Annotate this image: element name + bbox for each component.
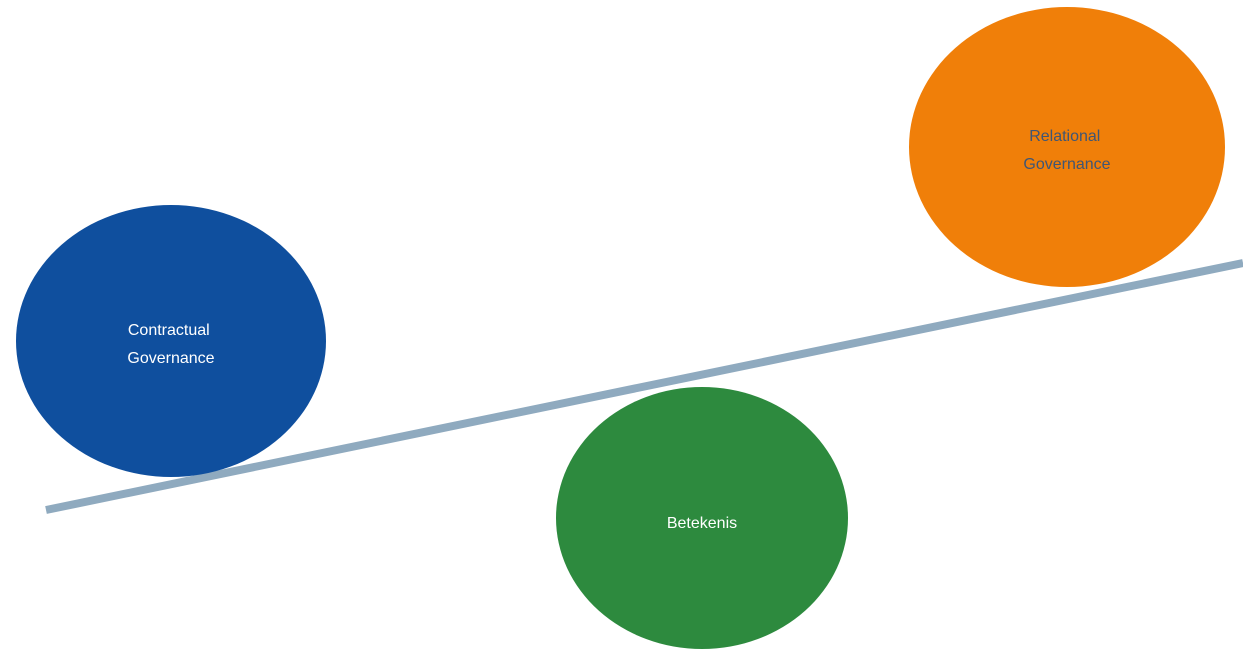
relational-governance-label: Relational Governance xyxy=(1023,128,1110,173)
node-betekenis: Betekenis xyxy=(556,387,848,649)
contractual-governance-label-line1: Contractual xyxy=(128,322,210,339)
contractual-governance-label: Contractual Governance xyxy=(127,322,214,367)
betekenis-label: Betekenis xyxy=(667,515,737,532)
relational-governance-label-line2: Governance xyxy=(1023,156,1110,173)
contractual-governance-label-line2: Governance xyxy=(127,350,214,367)
betekenis-circle xyxy=(556,387,848,649)
contractual-governance-circle xyxy=(16,205,326,477)
node-relational-governance: Relational Governance xyxy=(909,7,1225,287)
relational-governance-label-line1: Relational xyxy=(1029,128,1100,145)
seesaw-beam xyxy=(45,259,1243,514)
node-contractual-governance: Contractual Governance xyxy=(16,205,326,477)
relational-governance-circle xyxy=(909,7,1225,287)
